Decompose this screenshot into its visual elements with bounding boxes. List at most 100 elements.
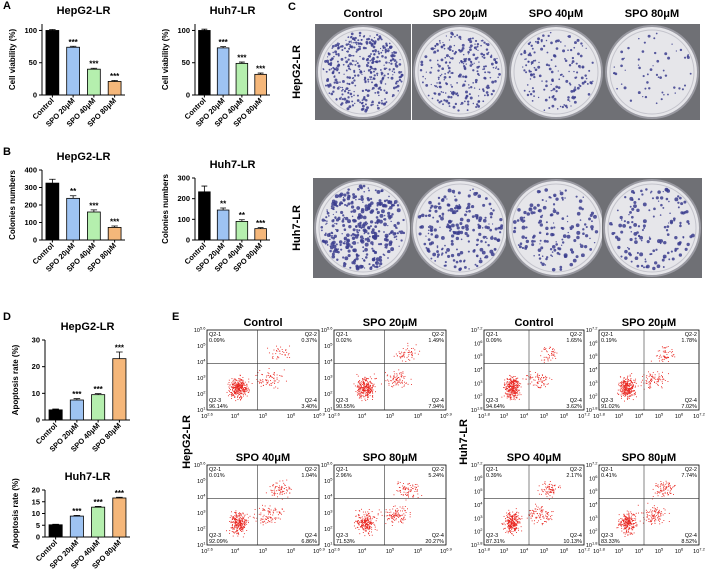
event-dot <box>650 360 652 362</box>
event-dot <box>406 494 408 496</box>
colony <box>461 43 465 47</box>
event-dot <box>269 505 271 507</box>
colony <box>555 241 557 243</box>
event-dot <box>410 487 412 488</box>
colony <box>379 242 383 246</box>
colony <box>483 76 487 80</box>
bar <box>66 46 80 96</box>
colony <box>542 34 545 37</box>
colony <box>569 262 574 267</box>
event-dot <box>372 385 374 387</box>
event-dot <box>281 493 283 495</box>
event-dot <box>240 386 242 388</box>
colony <box>376 222 379 225</box>
colony <box>353 74 357 77</box>
colony <box>444 260 447 264</box>
colony <box>538 231 542 234</box>
colony <box>548 67 552 71</box>
event-dot <box>397 510 399 512</box>
tick-exponent: 5.6 <box>200 461 206 466</box>
event-dot <box>507 385 509 387</box>
event-dot <box>627 393 629 395</box>
colony <box>544 188 548 192</box>
event-dot <box>404 505 406 507</box>
tick-label: 106 <box>414 547 423 556</box>
colony <box>380 69 382 71</box>
colony <box>534 68 538 72</box>
dish <box>603 179 701 277</box>
tick-exponent: 5 <box>203 342 206 347</box>
colony <box>548 64 551 67</box>
tick-label: 104 <box>324 358 333 367</box>
event-dot <box>232 394 234 396</box>
colony <box>374 251 377 254</box>
colony <box>523 69 526 72</box>
colony <box>356 228 359 232</box>
colony <box>489 249 494 254</box>
colony <box>330 207 333 210</box>
colony <box>470 86 473 89</box>
colony <box>441 67 445 71</box>
event-dot <box>667 356 669 358</box>
colony <box>498 73 501 76</box>
event-dot <box>269 508 270 510</box>
event-dot <box>234 519 236 521</box>
event-dot <box>269 376 271 377</box>
event-dot <box>288 486 290 488</box>
colony <box>552 222 555 224</box>
event-dot <box>518 389 520 391</box>
event-dot <box>508 385 510 387</box>
bar <box>254 73 267 96</box>
event-dot <box>407 483 409 485</box>
event-dot <box>238 529 240 531</box>
colony <box>371 67 373 70</box>
event-dot <box>411 348 412 349</box>
event-dot <box>650 383 652 385</box>
event-dot <box>368 515 370 517</box>
event-dot <box>273 381 275 383</box>
event-dot <box>512 383 514 385</box>
event-dot <box>543 348 545 350</box>
colony <box>474 39 478 43</box>
event-dot <box>370 387 372 389</box>
colony <box>620 64 623 68</box>
event-dot <box>278 488 280 490</box>
colony <box>355 253 358 256</box>
colony <box>474 43 476 45</box>
tick-exponent: 1.8 <box>592 406 598 411</box>
event-dot <box>244 387 246 389</box>
event-dot <box>239 374 241 376</box>
quadrant-value: 91.02% <box>601 404 620 410</box>
event-dot <box>388 515 390 517</box>
event-dot <box>364 524 366 526</box>
event-dot <box>648 381 650 383</box>
event-dot <box>243 392 245 394</box>
event-dot <box>367 525 369 527</box>
event-dot <box>244 524 245 526</box>
event-dot <box>358 529 360 530</box>
colony <box>387 257 389 259</box>
event-dot <box>364 519 366 521</box>
event-dot <box>509 513 510 515</box>
event-dot <box>247 387 249 389</box>
event-dot <box>355 520 357 522</box>
colony <box>434 236 437 239</box>
colony <box>421 213 425 218</box>
colony <box>380 189 384 193</box>
colony <box>576 86 580 90</box>
event-dot <box>663 355 665 357</box>
event-dot <box>232 389 234 391</box>
event-dot <box>357 521 358 523</box>
event-dot <box>239 527 241 529</box>
event-dot <box>260 512 262 514</box>
event-dot <box>365 389 367 391</box>
colony <box>358 47 361 51</box>
event-dot <box>271 357 273 359</box>
event-dot <box>624 389 626 391</box>
tick-label: 101.8 <box>478 412 490 421</box>
event-dot <box>624 381 626 383</box>
colony <box>358 184 363 189</box>
event-dot <box>625 387 627 389</box>
event-dot <box>244 527 246 528</box>
event-dot <box>657 355 659 357</box>
